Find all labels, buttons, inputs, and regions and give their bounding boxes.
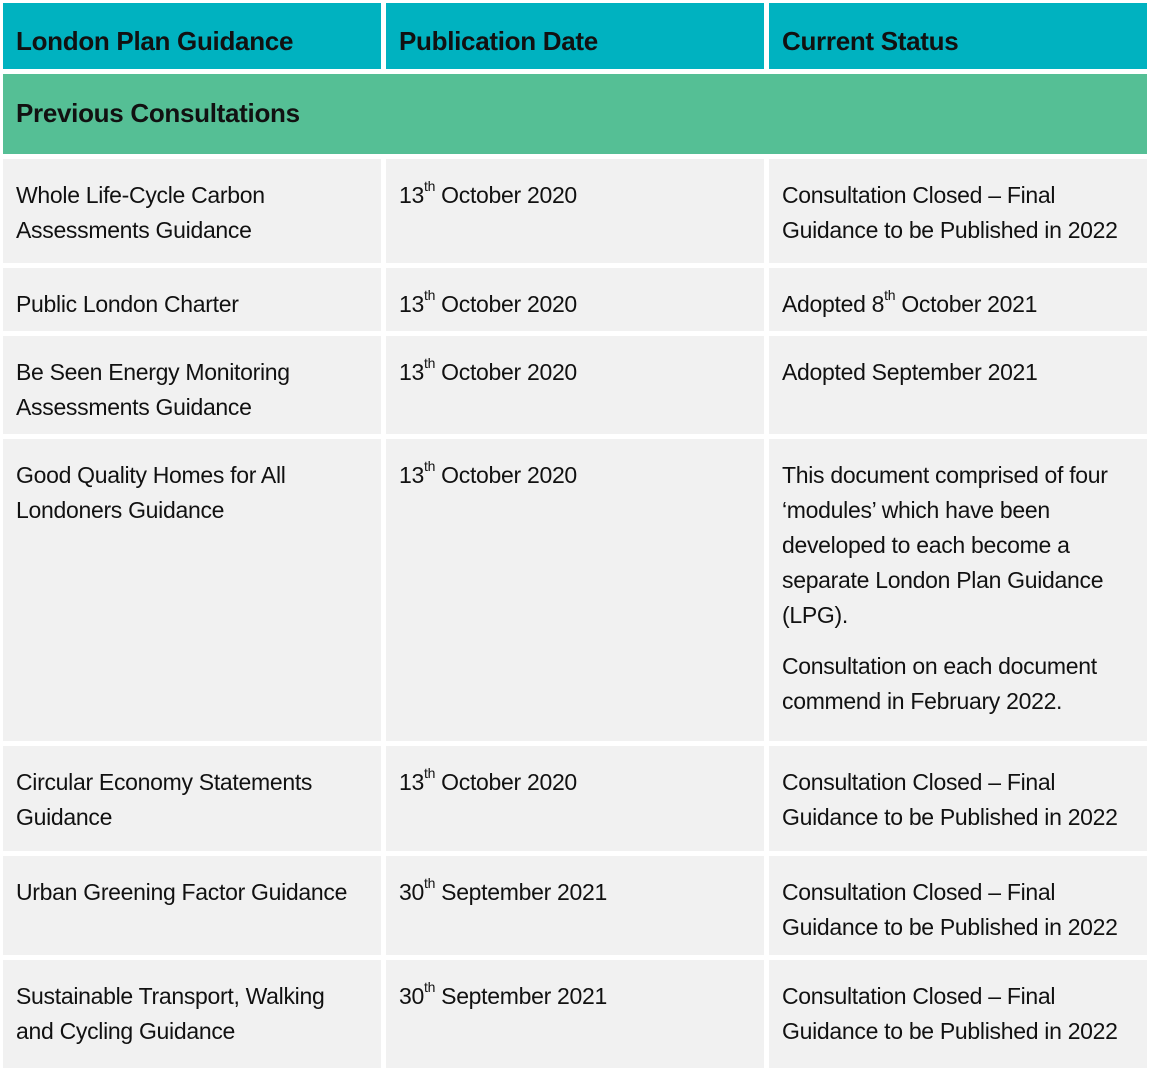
date-suffix: th (423, 458, 436, 475)
date-suffix: th (423, 875, 436, 892)
publication-date: 30th September 2021 (386, 960, 764, 1068)
date-rest: October 2020 (435, 182, 577, 208)
date-suffix: th (423, 765, 436, 782)
date-rest: October 2020 (435, 291, 577, 317)
guidance-name: Public London Charter (3, 268, 381, 331)
date-rest: September 2021 (435, 983, 608, 1009)
current-status: Consultation Closed – Final Guidance to … (769, 856, 1147, 955)
date-rest: September 2021 (435, 879, 608, 905)
current-status: Adopted September 2021 (769, 336, 1147, 434)
table-row: Whole Life-Cycle Carbon Assessments Guid… (0, 159, 1152, 263)
status-paragraph: This document comprised of four ‘modules… (782, 462, 1108, 628)
guidance-name: Sustainable Transport, Walking and Cycli… (3, 960, 381, 1068)
table-row: Urban Greening Factor Guidance 30th Sept… (0, 856, 1152, 955)
header-current-status: Current Status (769, 3, 1147, 69)
guidance-name: Be Seen Energy Monitoring Assessments Gu… (3, 336, 381, 434)
date-day: 13 (399, 359, 424, 385)
date-suffix: th (423, 355, 436, 372)
publication-date: 30th September 2021 (386, 856, 764, 955)
table-row: Sustainable Transport, Walking and Cycli… (0, 960, 1152, 1068)
date-day: 30 (399, 879, 424, 905)
status-text-rest: October 2021 (895, 291, 1038, 317)
date-day: 13 (399, 291, 424, 317)
publication-date: 13th October 2020 (386, 336, 764, 434)
guidance-name: Circular Economy Statements Guidance (3, 746, 381, 851)
guidance-name: Good Quality Homes for All Londoners Gui… (3, 439, 381, 741)
header-guidance: London Plan Guidance (3, 3, 381, 69)
date-rest: October 2020 (435, 769, 577, 795)
publication-date: 13th October 2020 (386, 159, 764, 263)
current-status: Consultation Closed – Final Guidance to … (769, 960, 1147, 1068)
date-day: 30 (399, 983, 424, 1009)
header-publication-date: Publication Date (386, 3, 764, 69)
date-suffix: th (423, 979, 436, 996)
header-row: London Plan Guidance Publication Date Cu… (0, 0, 1152, 69)
date-suffix: th (423, 287, 436, 304)
date-suffix: th (423, 178, 436, 195)
guidance-name: Urban Greening Factor Guidance (3, 856, 381, 955)
date-day: 13 (399, 182, 424, 208)
publication-date: 13th October 2020 (386, 439, 764, 741)
date-day: 13 (399, 462, 424, 488)
date-day: 13 (399, 769, 424, 795)
table-row: Circular Economy Statements Guidance 13t… (0, 746, 1152, 851)
table-row: Be Seen Energy Monitoring Assessments Gu… (0, 336, 1152, 434)
status-text: Adopted 8 (782, 291, 885, 317)
publication-date: 13th October 2020 (386, 268, 764, 331)
guidance-name: Whole Life-Cycle Carbon Assessments Guid… (3, 159, 381, 263)
current-status: Consultation Closed – Final Guidance to … (769, 746, 1147, 851)
date-rest: October 2020 (435, 462, 577, 488)
current-status: This document comprised of four ‘modules… (769, 439, 1147, 741)
section-heading: Previous Consultations (3, 74, 1147, 154)
table-row: Public London Charter 13th October 2020 … (0, 268, 1152, 331)
current-status: Adopted 8th October 2021 (769, 268, 1147, 331)
date-rest: October 2020 (435, 359, 577, 385)
status-suffix: th (884, 287, 896, 304)
table-row: Good Quality Homes for All Londoners Gui… (0, 439, 1152, 741)
publication-date: 13th October 2020 (386, 746, 764, 851)
status-paragraph: Consultation on each document commend in… (782, 653, 1097, 714)
current-status: Consultation Closed – Final Guidance to … (769, 159, 1147, 263)
